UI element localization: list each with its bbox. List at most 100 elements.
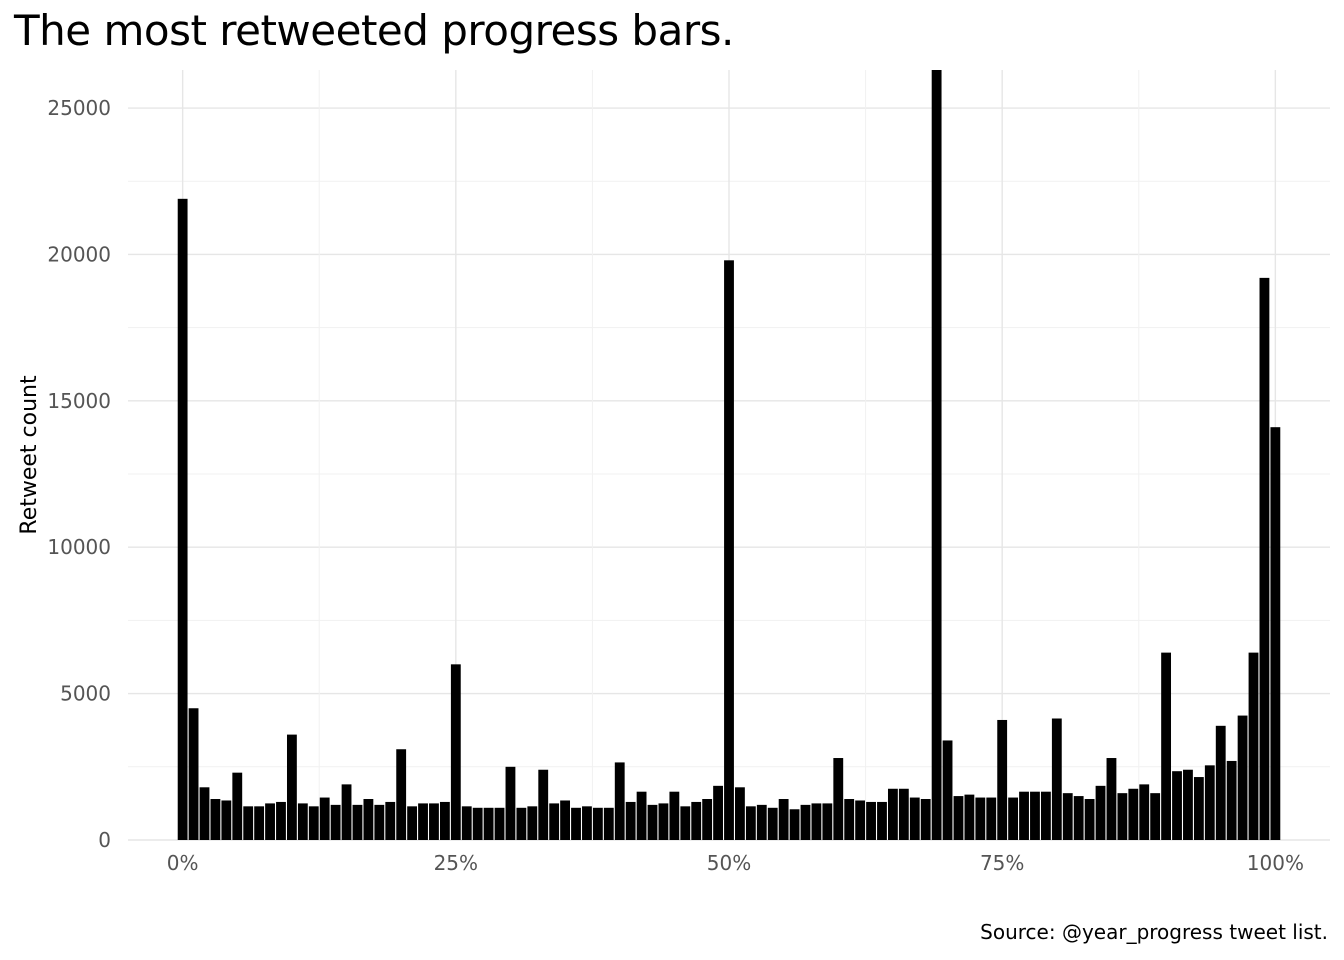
bar <box>1128 788 1139 840</box>
bar <box>1172 771 1182 840</box>
bar <box>560 800 571 840</box>
bar <box>1117 793 1128 840</box>
y-tick-label: 5000 <box>60 682 111 706</box>
bar <box>1019 791 1029 840</box>
bar <box>789 809 800 840</box>
bar <box>767 807 778 840</box>
bar <box>1215 725 1226 840</box>
bar <box>844 799 855 840</box>
bar <box>1161 652 1172 840</box>
bar <box>1139 784 1150 840</box>
bar <box>866 801 876 840</box>
bar <box>1259 277 1270 840</box>
bar <box>986 797 997 840</box>
bar <box>877 801 887 840</box>
bar <box>975 797 986 840</box>
bar <box>571 807 581 840</box>
bar <box>735 787 745 840</box>
bar <box>800 804 811 840</box>
bar <box>636 791 647 840</box>
bar <box>341 784 352 840</box>
bar <box>603 807 614 840</box>
bar <box>265 803 275 840</box>
bar <box>1226 760 1237 840</box>
bar <box>1183 769 1193 840</box>
bar <box>363 799 374 840</box>
bar <box>483 807 494 840</box>
bar <box>680 806 691 840</box>
bar <box>188 708 199 840</box>
bar <box>352 804 363 840</box>
bar <box>724 260 734 840</box>
bar <box>494 807 505 840</box>
bar <box>1073 796 1084 840</box>
bar <box>778 799 789 840</box>
bar <box>931 70 942 840</box>
bar <box>745 806 756 840</box>
chart-title: The most retweeted progress bars. <box>14 6 734 55</box>
y-tick-label: 10000 <box>47 535 111 559</box>
x-tick-label: 50% <box>707 851 751 875</box>
bar <box>833 758 844 840</box>
bar <box>297 803 308 840</box>
bar <box>756 804 767 840</box>
bar <box>538 769 549 840</box>
x-tick-label: 75% <box>980 851 1024 875</box>
bar <box>953 796 964 840</box>
bar <box>1193 777 1204 840</box>
bar <box>1051 718 1062 840</box>
bar <box>1062 793 1073 840</box>
bar <box>855 800 866 840</box>
bar <box>210 799 221 840</box>
bar <box>472 807 483 840</box>
bar <box>385 801 396 840</box>
y-tick-label: 15000 <box>47 389 111 413</box>
bar <box>308 806 319 840</box>
bar <box>177 198 188 840</box>
bar <box>1095 785 1106 840</box>
x-axis-ticks: 0% 25% 50% 75% 100% <box>167 851 1304 875</box>
bar <box>1248 652 1259 840</box>
bar <box>1270 427 1281 840</box>
bar <box>461 806 472 840</box>
bar <box>658 803 669 840</box>
bar <box>221 800 232 840</box>
bar <box>527 806 538 840</box>
bar <box>199 787 210 840</box>
bar <box>450 664 461 840</box>
bars <box>177 70 1281 840</box>
bar <box>942 740 953 840</box>
x-tick-label: 0% <box>167 851 199 875</box>
y-tick-label: 0 <box>98 828 111 852</box>
bar <box>276 801 286 840</box>
x-tick-label: 25% <box>434 851 478 875</box>
bar <box>1150 793 1161 840</box>
bar <box>1204 765 1215 840</box>
bar <box>286 734 297 840</box>
x-tick-label: 100% <box>1247 851 1304 875</box>
bar <box>887 788 898 840</box>
bar <box>1084 799 1095 840</box>
bar <box>997 719 1008 840</box>
bar <box>691 801 702 840</box>
bar <box>429 803 439 840</box>
bar <box>407 806 418 840</box>
y-axis-title: Retweet count <box>17 375 42 535</box>
bar <box>964 794 975 840</box>
bar <box>505 766 516 840</box>
bar <box>418 803 428 840</box>
bar <box>319 797 330 840</box>
bar <box>516 807 527 840</box>
bar <box>669 791 680 840</box>
bar <box>625 801 636 840</box>
bar <box>243 806 254 840</box>
bar <box>439 801 450 840</box>
source-caption: Source: @year_progress tweet list. <box>980 920 1328 944</box>
bar <box>582 806 592 840</box>
bar <box>549 803 560 840</box>
bar <box>909 797 920 840</box>
bar <box>920 799 931 840</box>
bar <box>374 804 385 840</box>
bar <box>232 772 243 840</box>
